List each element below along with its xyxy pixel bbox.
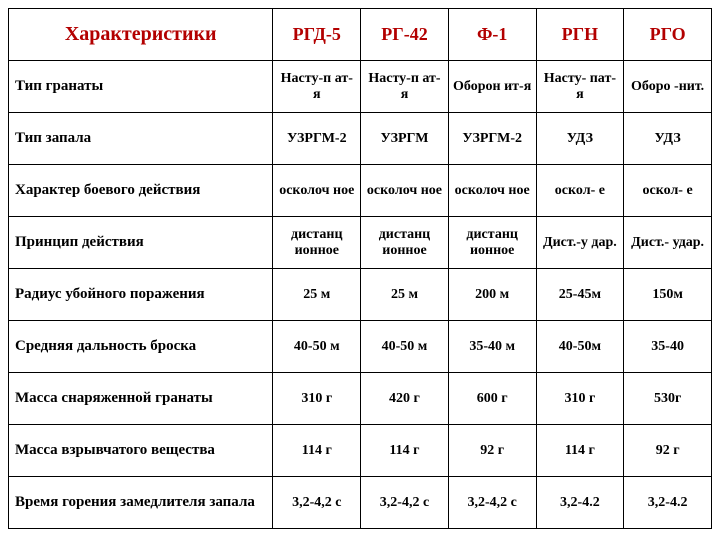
data-cell: 25 м [273,269,361,321]
data-cell: дистанц ионное [361,217,449,269]
data-cell: осколоч ное [448,165,536,217]
row-label: Средняя дальность броска [9,321,273,373]
data-cell: 3,2-4,2 с [448,477,536,529]
data-cell: 40-50 м [361,321,449,373]
table-row: Средняя дальность броска 40-50 м 40-50 м… [9,321,712,373]
table-row: Тип запала УЗРГМ-2 УЗРГМ УЗРГМ-2 УДЗ УДЗ [9,113,712,165]
data-cell: 310 г [536,373,624,425]
col-header-4: РГО [624,9,712,61]
data-cell: Дист.- удар. [624,217,712,269]
table-row: Принцип действия дистанц ионное дистанц … [9,217,712,269]
col-header-1: РГ-42 [361,9,449,61]
table-row: Тип гранаты Насту-п ат- я Насту-п ат- я … [9,61,712,113]
table-row: Характер боевого действия осколоч ное ос… [9,165,712,217]
row-label: Масса взрывчатого вещества [9,425,273,477]
grenade-spec-table: Характеристики РГД-5 РГ-42 Ф-1 РГН РГО Т… [8,8,712,529]
data-cell: 3,2-4.2 [624,477,712,529]
data-cell: 200 м [448,269,536,321]
row-label: Тип запала [9,113,273,165]
row-label: Тип гранаты [9,61,273,113]
data-cell: 40-50 м [273,321,361,373]
data-cell: 25-45м [536,269,624,321]
col-header-3: РГН [536,9,624,61]
data-cell: 92 г [448,425,536,477]
table-row: Масса взрывчатого вещества 114 г 114 г 9… [9,425,712,477]
data-cell: оскол- е [624,165,712,217]
data-cell: УДЗ [536,113,624,165]
row-label: Радиус убойного поражения [9,269,273,321]
data-cell: 114 г [536,425,624,477]
table-row: Время горения замедлителя запала 3,2-4,2… [9,477,712,529]
data-cell: Дист.-у дар. [536,217,624,269]
row-label: Масса снаряженной гранаты [9,373,273,425]
data-cell: 35-40 м [448,321,536,373]
header-title: Характеристики [9,9,273,61]
data-cell: осколоч ное [273,165,361,217]
table-row: Масса снаряженной гранаты 310 г 420 г 60… [9,373,712,425]
data-cell: Оборон ит-я [448,61,536,113]
data-cell: 3,2-4,2 с [273,477,361,529]
data-cell: УЗРГМ [361,113,449,165]
data-cell: УДЗ [624,113,712,165]
data-cell: УЗРГМ-2 [448,113,536,165]
data-cell: 600 г [448,373,536,425]
data-cell: Насту- пат- я [536,61,624,113]
data-cell: УЗРГМ-2 [273,113,361,165]
data-cell: 114 г [273,425,361,477]
data-cell: 530г [624,373,712,425]
data-cell: 25 м [361,269,449,321]
data-cell: Оборо -нит. [624,61,712,113]
data-cell: Насту-п ат- я [361,61,449,113]
data-cell: 310 г [273,373,361,425]
data-cell: 114 г [361,425,449,477]
data-cell: оскол- е [536,165,624,217]
col-header-2: Ф-1 [448,9,536,61]
data-cell: 35-40 [624,321,712,373]
data-cell: дистанц ионное [273,217,361,269]
data-cell: 92 г [624,425,712,477]
table-row: Радиус убойного поражения 25 м 25 м 200 … [9,269,712,321]
row-label: Время горения замедлителя запала [9,477,273,529]
data-cell: 40-50м [536,321,624,373]
table-header-row: Характеристики РГД-5 РГ-42 Ф-1 РГН РГО [9,9,712,61]
data-cell: Насту-п ат- я [273,61,361,113]
data-cell: 150м [624,269,712,321]
col-header-0: РГД-5 [273,9,361,61]
row-label: Характер боевого действия [9,165,273,217]
data-cell: 3,2-4,2 с [361,477,449,529]
data-cell: 420 г [361,373,449,425]
data-cell: осколоч ное [361,165,449,217]
data-cell: 3,2-4.2 [536,477,624,529]
table-body: Тип гранаты Насту-п ат- я Насту-п ат- я … [9,61,712,529]
data-cell: дистанц ионное [448,217,536,269]
row-label: Принцип действия [9,217,273,269]
